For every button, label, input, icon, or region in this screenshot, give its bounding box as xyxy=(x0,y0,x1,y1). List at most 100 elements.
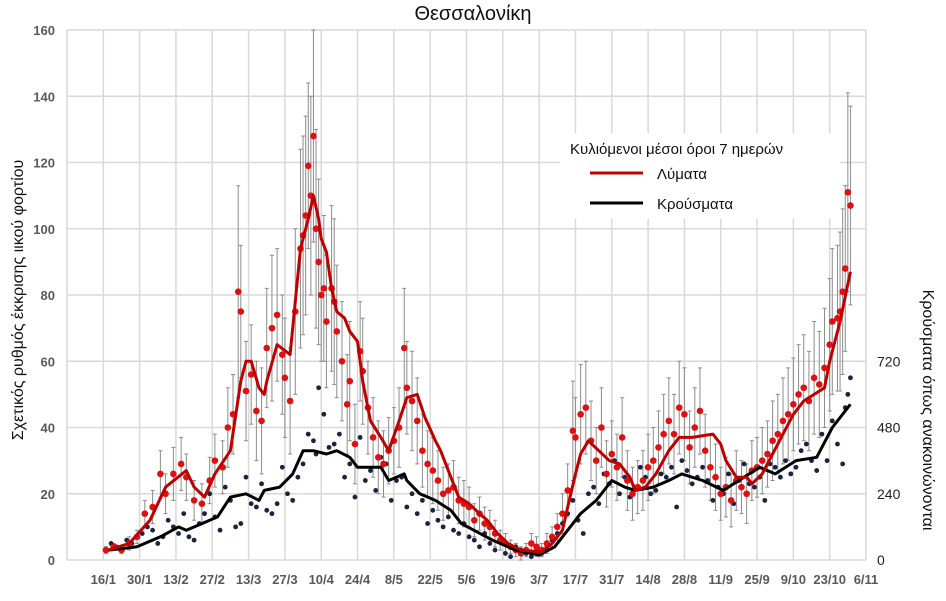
cases-point xyxy=(425,521,430,526)
cases-point xyxy=(580,531,586,536)
wastewater-point xyxy=(665,417,673,425)
x-tick-label: 27/2 xyxy=(200,572,225,587)
cases-point xyxy=(466,534,472,540)
wastewater-point xyxy=(413,417,421,425)
y-tick-label: 100 xyxy=(33,222,55,237)
gridlines xyxy=(66,29,867,561)
chart-title: Θεσσαλονίκη xyxy=(414,3,531,25)
cases-point xyxy=(819,431,825,437)
x-tick-label: 13/3 xyxy=(236,572,261,587)
wastewater-point xyxy=(211,457,219,464)
x-tick-label: 14/8 xyxy=(635,572,660,587)
x-tick-label: 8/5 xyxy=(385,572,403,587)
cases-point xyxy=(321,411,327,417)
x-tick-label: 28/8 xyxy=(672,572,697,587)
y-axis-title: Σχετικός ρυθμός έκκρισης ιικού φορτίου xyxy=(10,160,27,441)
x-tick-label: 25/9 xyxy=(744,572,769,587)
wastewater-point xyxy=(400,344,408,352)
cases-point xyxy=(409,491,415,497)
x-tick-label: 13/2 xyxy=(163,572,188,587)
x-tick-label: 10/4 xyxy=(309,572,335,587)
wastewater-point xyxy=(717,490,725,498)
legend-background xyxy=(560,133,840,219)
legend-label-cases: Κρούσματα xyxy=(657,196,733,213)
cases-point xyxy=(217,527,223,533)
cases-point xyxy=(202,511,207,517)
x-tick-label: 22/5 xyxy=(418,572,443,587)
wastewater-point xyxy=(675,404,683,411)
x-tick-label: 6/11 xyxy=(854,572,879,587)
y-tick-label: 160 xyxy=(33,23,55,38)
cases-point xyxy=(305,431,311,437)
cases-point xyxy=(357,435,363,440)
wastewater-point xyxy=(320,285,328,292)
wastewater-point xyxy=(598,424,605,431)
x-tick-label: 23/10 xyxy=(813,572,846,587)
wastewater-point xyxy=(569,427,577,435)
cases-point xyxy=(285,491,290,497)
wastewater-point xyxy=(821,364,828,372)
wastewater-point xyxy=(577,410,584,418)
cases-point xyxy=(362,478,368,483)
x-tick-label: 11/9 xyxy=(708,572,733,587)
cases-point xyxy=(487,541,493,546)
wastewater-point xyxy=(310,132,317,140)
wastewater-point xyxy=(528,540,535,547)
wastewater-point xyxy=(681,410,688,418)
series-lines xyxy=(108,194,852,557)
wastewater-point xyxy=(429,467,437,474)
cases-point xyxy=(336,431,342,437)
wastewater-point xyxy=(613,463,621,471)
cases-point xyxy=(347,461,353,467)
wastewater-point xyxy=(315,258,322,266)
wastewater-point xyxy=(224,424,232,431)
cases-point xyxy=(316,385,322,391)
cases-point xyxy=(684,468,690,473)
wastewater-point xyxy=(712,473,719,481)
cases-point xyxy=(300,461,306,467)
cases-point xyxy=(637,464,643,470)
cases-point xyxy=(803,441,809,447)
wastewater-point xyxy=(795,391,802,398)
cases-point xyxy=(331,441,337,447)
cases-point xyxy=(508,554,514,560)
wastewater-point xyxy=(234,288,242,295)
wastewater-point xyxy=(608,450,616,458)
wastewater-point xyxy=(769,437,776,445)
wastewater-point xyxy=(333,328,341,335)
wastewater-point xyxy=(603,470,610,478)
wastewater-point xyxy=(253,407,260,415)
wastewater-point xyxy=(841,265,849,272)
wastewater-point xyxy=(839,288,846,295)
cases-point xyxy=(762,497,768,503)
y-tick-label: 80 xyxy=(41,288,55,303)
cases-point xyxy=(290,497,296,503)
cases-point xyxy=(326,444,332,450)
wastewater-point xyxy=(242,387,250,395)
cases-point xyxy=(835,441,840,447)
wastewater-point xyxy=(618,434,626,441)
wastewater-point xyxy=(351,440,359,448)
wastewater-point xyxy=(258,417,265,425)
cases-point xyxy=(840,461,846,467)
cases-point xyxy=(259,481,264,487)
wastewater-point xyxy=(758,457,766,464)
cases-point xyxy=(814,468,820,473)
wastewater-point xyxy=(281,374,289,382)
x-tick-label: 16/1 xyxy=(91,572,116,587)
cases-point xyxy=(679,458,685,464)
x-tick-label: 24/4 xyxy=(345,572,371,587)
y-tick-label: 20 xyxy=(41,487,55,502)
cases-point xyxy=(150,527,156,533)
cases-point xyxy=(674,504,680,510)
cases-point xyxy=(222,484,228,490)
y2-tick-label: 240 xyxy=(877,486,901,502)
wastewater-point xyxy=(696,407,704,415)
wastewater-point xyxy=(312,225,320,233)
wastewater-average-line xyxy=(108,194,852,554)
x-tick-label: 9/10 xyxy=(781,572,806,587)
wastewater-point xyxy=(190,497,198,504)
cases-point xyxy=(181,511,187,517)
cases-point xyxy=(845,391,851,397)
